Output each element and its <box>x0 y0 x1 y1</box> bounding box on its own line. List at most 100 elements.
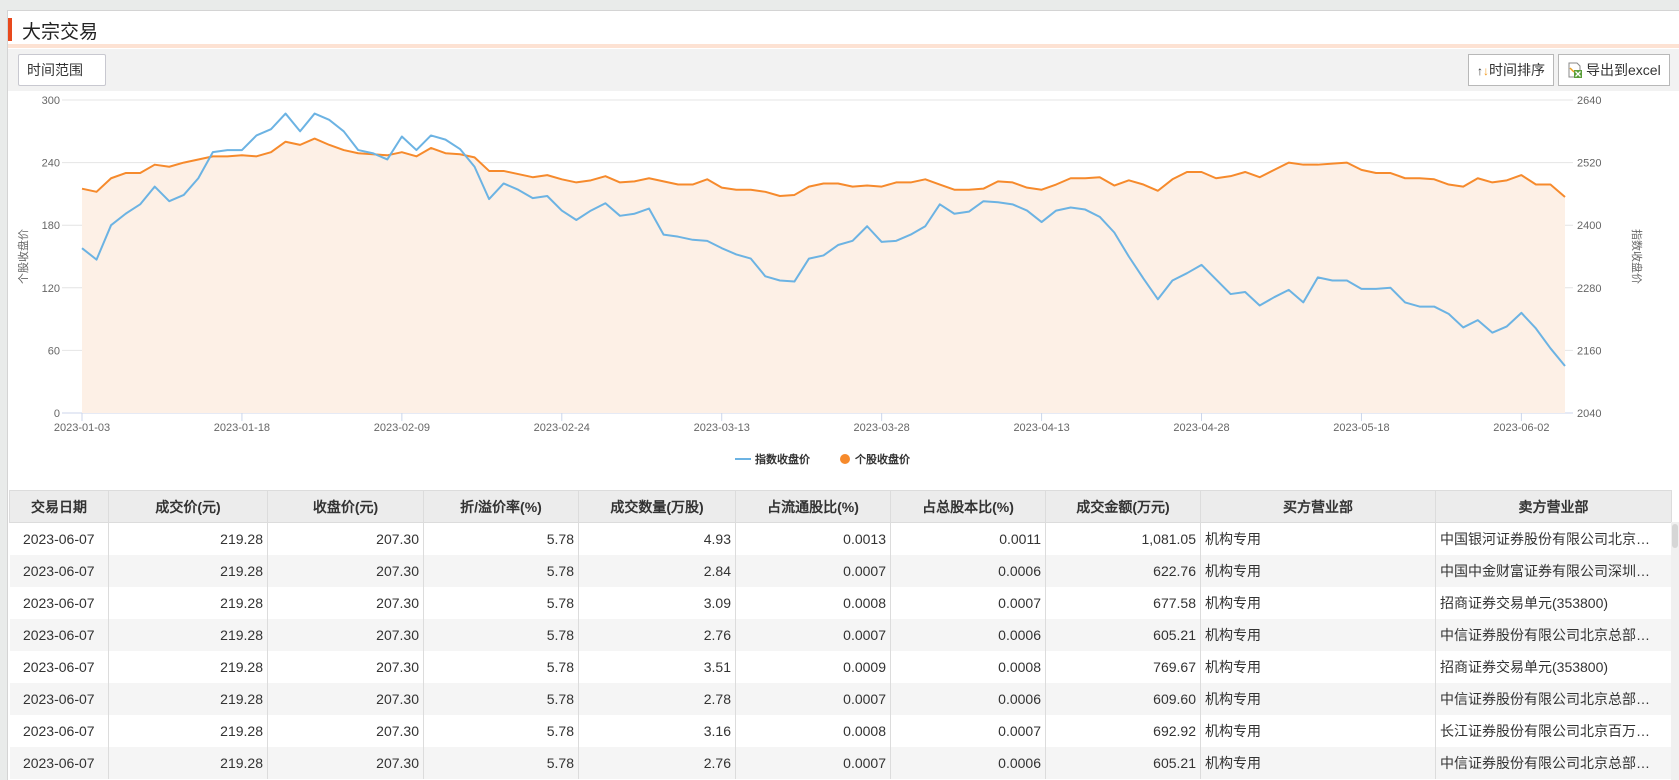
left-axis-tick-label: 60 <box>48 345 60 357</box>
legend-stock-dot-icon <box>840 454 850 464</box>
column-header[interactable]: 成交数量(万股) <box>578 490 736 523</box>
table-cell: 机构专用 <box>1200 746 1436 779</box>
table-cell: 622.76 <box>1045 554 1201 587</box>
export-excel-button[interactable]: 导出到excel <box>1558 54 1670 86</box>
column-header[interactable]: 折/溢价率(%) <box>423 490 579 523</box>
table-cell: 2.76 <box>578 618 736 651</box>
column-header[interactable]: 成交金额(万元) <box>1045 490 1201 523</box>
table-cell: 219.28 <box>108 522 268 555</box>
right-axis-tick-label: 2400 <box>1577 220 1601 232</box>
table-cell: 2023-06-07 <box>9 682 109 715</box>
table-cell: 0.0007 <box>890 586 1046 619</box>
table-cell: 219.28 <box>108 682 268 715</box>
x-axis-tick-label: 2023-04-28 <box>1173 422 1229 434</box>
time-sort-button[interactable]: ↑↓时间排序 <box>1468 54 1554 86</box>
toolbar: 时间范围 ↑↓时间排序 导出到excel <box>8 49 1679 91</box>
table-row[interactable]: 2023-06-07 219.28 207.30 5.78 2.84 0.0007 0.00… <box>9 554 1672 587</box>
table-cell: 207.30 <box>267 618 424 651</box>
left-axis-title: 个股收盘价 <box>16 229 30 284</box>
table-cell: 2023-06-07 <box>9 746 109 779</box>
page-title: 大宗交易 <box>22 22 99 43</box>
table-cell: 0.0006 <box>890 682 1046 715</box>
table-cell: 中国中金财富证券有限公司深圳… <box>1435 554 1672 587</box>
table-row[interactable]: 2023-06-07 219.28 207.30 5.78 4.93 0.0013 0.00… <box>9 522 1672 555</box>
column-header[interactable]: 占总股本比(%) <box>890 490 1046 523</box>
table-cell: 机构专用 <box>1200 554 1436 587</box>
table-cell: 机构专用 <box>1200 586 1436 619</box>
table-cell: 207.30 <box>267 522 424 555</box>
time-sort-label: 时间排序 <box>1489 62 1545 78</box>
table-row[interactable]: 2023-06-07 219.28 207.30 5.78 2.78 0.0007 0.00… <box>9 682 1672 715</box>
table-cell: 207.30 <box>267 650 424 683</box>
table-scrollbar[interactable] <box>1671 522 1679 780</box>
x-axis-tick-label: 2023-01-18 <box>214 422 270 434</box>
table-cell: 招商证券交易单元(353800) <box>1435 650 1672 683</box>
table-cell: 0.0006 <box>890 618 1046 651</box>
table-row[interactable]: 2023-06-07 219.28 207.30 5.78 2.76 0.0007 0.00… <box>9 618 1672 651</box>
table-cell: 招商证券交易单元(353800) <box>1435 586 1672 619</box>
table-cell: 5.78 <box>423 522 579 555</box>
table-cell: 2.76 <box>578 746 736 779</box>
table-cell: 5.78 <box>423 714 579 747</box>
table-cell: 5.78 <box>423 650 579 683</box>
table-cell: 219.28 <box>108 554 268 587</box>
left-axis-tick-label: 300 <box>42 95 60 107</box>
column-header[interactable]: 成交价(元) <box>108 490 268 523</box>
table-cell: 2023-06-07 <box>9 618 109 651</box>
table-cell: 0.0007 <box>735 554 891 587</box>
table-cell: 2023-06-07 <box>9 586 109 619</box>
column-header[interactable]: 卖方营业部 <box>1435 490 1672 523</box>
table-cell: 207.30 <box>267 682 424 715</box>
table-row[interactable]: 2023-06-07 219.28 207.30 5.78 2.76 0.0007 0.00… <box>9 746 1672 779</box>
table-row[interactable]: 2023-06-07 219.28 207.30 5.78 3.09 0.0008 0.00… <box>9 586 1672 619</box>
table-cell: 5.78 <box>423 746 579 779</box>
excel-file-icon <box>1567 58 1583 78</box>
table-cell: 5.78 <box>423 682 579 715</box>
right-axis-tick-label: 2160 <box>1577 345 1601 357</box>
table-cell: 3.51 <box>578 650 736 683</box>
table-cell: 中信证券股份有限公司北京总部… <box>1435 682 1672 715</box>
x-axis-tick-label: 2023-06-02 <box>1493 422 1549 434</box>
table-cell: 219.28 <box>108 618 268 651</box>
right-axis-tick-label: 2040 <box>1577 408 1601 420</box>
time-range-button[interactable]: 时间范围 <box>18 54 106 86</box>
table-cell: 219.28 <box>108 650 268 683</box>
right-axis-tick-label: 2640 <box>1577 95 1601 107</box>
table-cell: 0.0009 <box>735 650 891 683</box>
table-cell: 609.60 <box>1045 682 1201 715</box>
table-cell: 2.78 <box>578 682 736 715</box>
table-cell: 207.30 <box>267 554 424 587</box>
table-cell: 0.0011 <box>890 522 1046 555</box>
table-cell: 1,081.05 <box>1045 522 1201 555</box>
table-cell: 中信证券股份有限公司北京总部… <box>1435 618 1672 651</box>
stock-price-area <box>82 138 1565 413</box>
table-cell: 机构专用 <box>1200 650 1436 683</box>
title-accent-bar <box>8 18 12 41</box>
table-row[interactable]: 2023-06-07 219.28 207.30 5.78 3.51 0.0009 0.00… <box>9 650 1672 683</box>
column-header[interactable]: 交易日期 <box>9 490 109 523</box>
x-axis-tick-label: 2023-05-18 <box>1333 422 1389 434</box>
left-axis-tick-label: 180 <box>42 220 60 232</box>
scrollbar-thumb[interactable] <box>1672 524 1678 548</box>
column-header[interactable]: 收盘价(元) <box>267 490 424 523</box>
column-header[interactable]: 占流通股比(%) <box>735 490 891 523</box>
x-axis-tick-label: 2023-03-28 <box>854 422 910 434</box>
column-header[interactable]: 买方营业部 <box>1200 490 1436 523</box>
table-cell: 5.78 <box>423 618 579 651</box>
table-cell: 5.78 <box>423 554 579 587</box>
table-cell: 0.0008 <box>890 650 1046 683</box>
right-axis-title: 指数收盘价 <box>1630 229 1644 284</box>
table-cell: 0.0007 <box>735 618 891 651</box>
table-cell: 0.0006 <box>890 746 1046 779</box>
table-cell: 207.30 <box>267 714 424 747</box>
table-row[interactable]: 2023-06-07 219.28 207.30 5.78 3.16 0.0008 0.00… <box>9 714 1672 747</box>
left-axis-tick-label: 120 <box>42 283 60 295</box>
table-cell: 中国银河证券股份有限公司北京… <box>1435 522 1672 555</box>
table-cell: 207.30 <box>267 586 424 619</box>
left-axis-tick-label: 240 <box>42 158 60 170</box>
x-axis-tick-label: 2023-01-03 <box>54 422 110 434</box>
x-axis-tick-label: 2023-04-13 <box>1013 422 1069 434</box>
x-axis-tick-label: 2023-02-09 <box>374 422 430 434</box>
table-cell: 219.28 <box>108 714 268 747</box>
table-cell: 长江证券股份有限公司北京百万… <box>1435 714 1672 747</box>
